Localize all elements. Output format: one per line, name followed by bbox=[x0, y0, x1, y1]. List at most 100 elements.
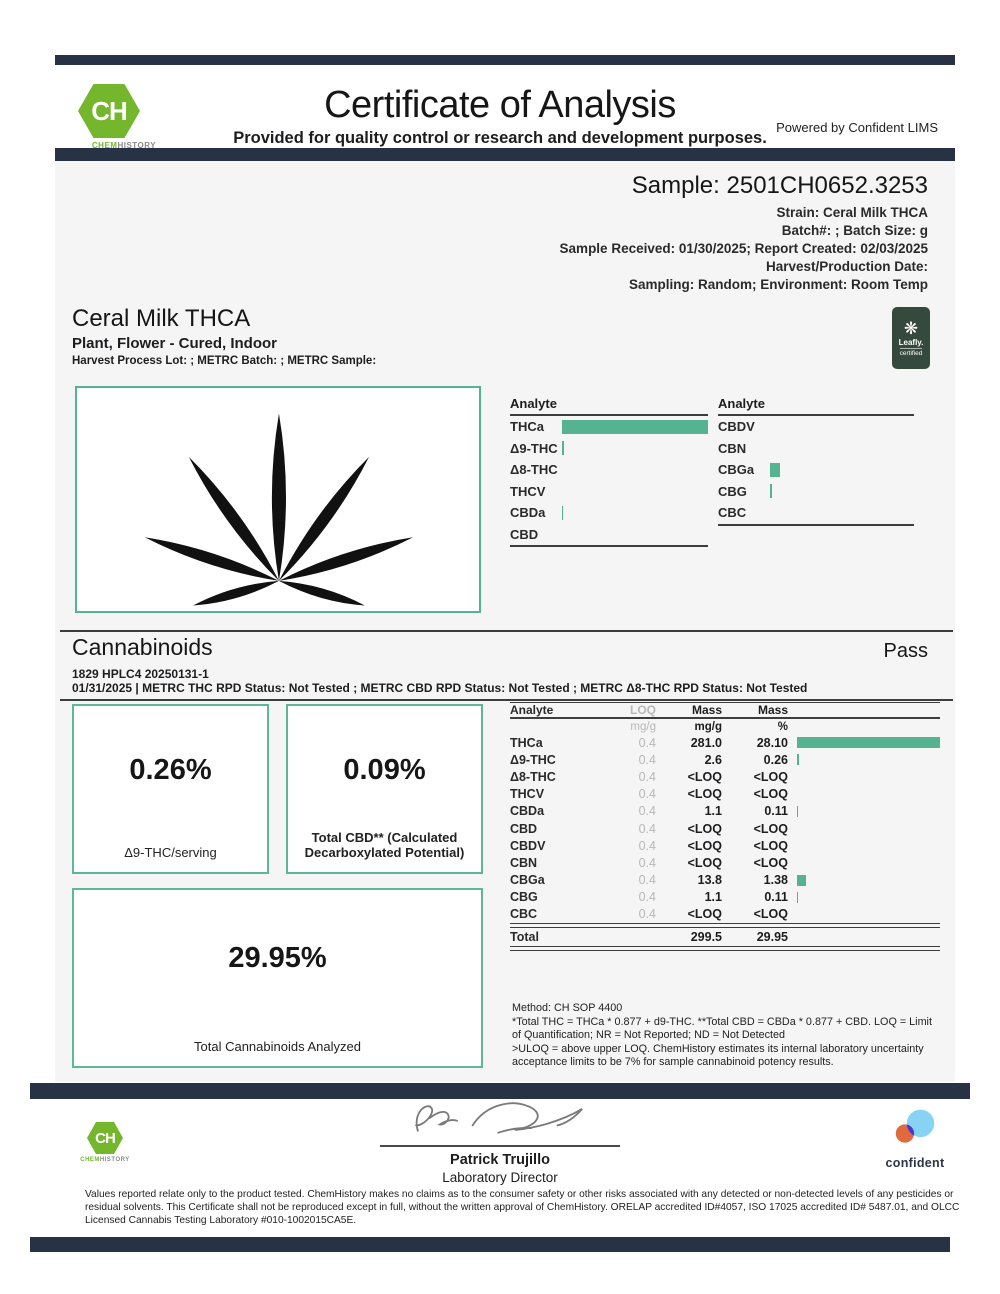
cell-loq: 0.4 bbox=[638, 769, 656, 784]
cell-mass-mgg: <LOQ bbox=[687, 838, 722, 853]
method-line: Method: CH SOP 4400 bbox=[512, 1002, 623, 1014]
analyte-label: CBDa bbox=[510, 505, 546, 521]
page-subtitle: Provided for quality control or research… bbox=[233, 129, 767, 147]
analyte-column-header: Analyte bbox=[718, 396, 914, 416]
header-divider-bar bbox=[55, 148, 955, 161]
signatory-title: Laboratory Director bbox=[442, 1170, 558, 1185]
cell-bar-track bbox=[788, 805, 940, 817]
cell-analyte: CBDa bbox=[510, 804, 545, 819]
cannabis-leaf-image bbox=[144, 412, 414, 606]
brand-history: HISTORY bbox=[117, 141, 157, 150]
cell-bar-track bbox=[788, 857, 940, 868]
leafly-flower-icon: ❋ bbox=[903, 318, 919, 338]
analyte-label: CBG bbox=[718, 483, 747, 499]
leafly-certified-label: certified bbox=[899, 347, 923, 357]
cell-analyte: CBDV bbox=[510, 838, 546, 853]
cell-mass-mgg: 1.1 bbox=[704, 804, 722, 819]
cell-bar-track bbox=[788, 823, 940, 834]
brand-chem: CHEM bbox=[80, 1157, 100, 1163]
cell-analyte: CBG bbox=[510, 890, 538, 905]
table-row: Δ8-THC 0.4 <LOQ <LOQ bbox=[510, 768, 940, 785]
cell-bar-track bbox=[788, 874, 940, 886]
cell-mass-mgg: 2.6 bbox=[704, 752, 722, 767]
table-body: THCa 0.4 281.0 28.10 Δ9-THC 0.4 2.6 0.26… bbox=[510, 734, 940, 923]
table-row: Δ9-THC 0.4 2.6 0.26 bbox=[510, 751, 940, 768]
product-type: Plant, Flower - Cured, Indoor bbox=[72, 335, 278, 352]
cell-loq: 0.4 bbox=[638, 787, 656, 802]
table-row: CBDa 0.4 1.1 0.11 bbox=[510, 803, 940, 820]
cell-loq: 0.4 bbox=[638, 873, 656, 888]
cell-mass-pct: 1.38 bbox=[763, 873, 788, 888]
batch-line: Batch#: ; Batch Size: g bbox=[781, 223, 928, 238]
cell-mass-pct: 0.26 bbox=[763, 752, 788, 767]
cannabinoids-section-title: Cannabinoids bbox=[72, 634, 213, 660]
product-name: Ceral Milk THCA bbox=[72, 305, 251, 332]
cell-mass-mgg: 13.8 bbox=[697, 873, 722, 888]
analyte-label: THCV bbox=[510, 483, 546, 499]
cell-mass-pct: 0.11 bbox=[764, 804, 788, 819]
cell-loq: 0.4 bbox=[638, 907, 656, 922]
cell-mass-mgg: 281.0 bbox=[690, 735, 722, 750]
cell-mass-pct: <LOQ bbox=[753, 907, 788, 922]
cell-analyte: CBD bbox=[510, 821, 538, 836]
analyte-overview-right-column: Analyte CBDV CBN CBGa CBG CBC bbox=[718, 396, 914, 526]
footer-divider-bar bbox=[30, 1083, 970, 1099]
analyte-bar-track bbox=[770, 462, 914, 477]
d9-thc-serving-value: 0.26% bbox=[129, 754, 212, 786]
powered-by-label: Powered by Confident LIMS bbox=[776, 120, 938, 135]
chemhistory-wordmark: CHEMHISTORY bbox=[75, 1157, 135, 1163]
analyte-overview-row: Δ9-THC bbox=[510, 438, 708, 460]
d9-thc-serving-box: 0.26% Δ9-THC/serving bbox=[72, 704, 269, 874]
table-row: CBC 0.4 <LOQ <LOQ bbox=[510, 906, 940, 923]
table-row: CBGa 0.4 13.8 1.38 bbox=[510, 872, 940, 889]
sample-id: Sample: 2501CH0652.3253 bbox=[631, 172, 928, 199]
cell-analyte: CBC bbox=[510, 907, 538, 922]
cell-analyte: CBGa bbox=[510, 873, 545, 888]
cell-analyte: Δ8-THC bbox=[510, 769, 556, 784]
table-row: THCV 0.4 <LOQ <LOQ bbox=[510, 786, 940, 803]
cell-bar-track bbox=[788, 840, 940, 851]
brand-history: HISTORY bbox=[99, 1157, 130, 1163]
analyte-bar-track bbox=[562, 505, 708, 520]
analyte-label: Δ9-THC bbox=[510, 440, 558, 456]
analyte-overview-left-column: Analyte THCa Δ9-THC Δ8-THC THCV CBDa CBD bbox=[510, 396, 708, 547]
analyte-bar bbox=[562, 419, 708, 434]
analyte-overview-row: CBN bbox=[718, 438, 914, 460]
analyte-bar-track bbox=[562, 463, 708, 477]
cell-mass-mgg: 1.1 bbox=[704, 890, 722, 905]
analyte-overview-right-rows: CBDV CBN CBGa CBG CBC bbox=[718, 416, 914, 524]
analyte-label: Δ8-THC bbox=[510, 462, 558, 478]
confident-circles-icon bbox=[895, 1109, 935, 1143]
cell-loq: 0.4 bbox=[638, 804, 656, 819]
cell-mass-pct: <LOQ bbox=[753, 821, 788, 836]
cell-mass-mgg: <LOQ bbox=[687, 787, 722, 802]
col-mass-mgg: Mass bbox=[691, 703, 722, 717]
calc-note: *Total THC = THCa * 0.877 + d9-THC. **To… bbox=[512, 1015, 932, 1042]
cell-loq: 0.4 bbox=[638, 735, 656, 750]
cell-mass-pct: <LOQ bbox=[753, 787, 788, 802]
cell-mass-mgg: <LOQ bbox=[687, 907, 722, 922]
col-analyte: Analyte bbox=[510, 703, 554, 717]
total-mass-pct: 29.95 bbox=[756, 930, 788, 945]
total-cbd-label: Total CBD** (Calculated Decarboxylated P… bbox=[304, 830, 465, 860]
table-units-row: mg/g mg/g % bbox=[510, 719, 940, 734]
total-mass-mgg: 299.5 bbox=[690, 930, 722, 945]
analyte-bar-track bbox=[562, 419, 708, 434]
instrument-line: 1829 HPLC4 20250131-1 bbox=[72, 667, 209, 681]
analyte-label: THCa bbox=[510, 419, 544, 435]
chemhistory-wordmark: CHEMHISTORY bbox=[78, 141, 170, 150]
analyte-label: CBN bbox=[718, 440, 747, 456]
table-double-rule bbox=[510, 946, 940, 952]
analyte-overview-row: CBD bbox=[510, 524, 708, 546]
cell-bar-track bbox=[788, 771, 940, 782]
cell-mass-mgg: <LOQ bbox=[687, 855, 722, 870]
cell-loq: 0.4 bbox=[638, 821, 656, 836]
analyte-overview-row: CBGa bbox=[718, 459, 914, 481]
column-bottom-rule bbox=[718, 523, 914, 526]
analyte-overview-row: CBDa bbox=[510, 502, 708, 524]
cell-loq: 0.4 bbox=[638, 855, 656, 870]
table-row: CBN 0.4 <LOQ <LOQ bbox=[510, 854, 940, 871]
total-cannabinoids-label: Total Cannabinoids Analyzed bbox=[194, 1039, 361, 1054]
signature-block: Patrick Trujillo Laboratory Director bbox=[375, 1098, 625, 1185]
chemhistory-hexagon-icon: CH bbox=[87, 1122, 123, 1154]
